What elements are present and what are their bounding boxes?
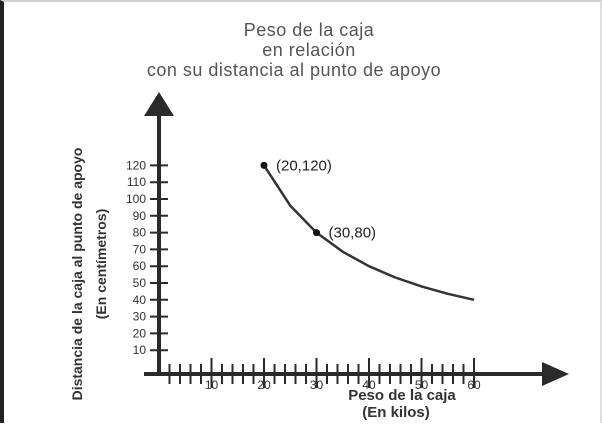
y-axis-arrowhead xyxy=(144,92,174,116)
y-tick-label: 110 xyxy=(127,175,146,189)
data-point-marker xyxy=(260,161,268,169)
data-point-label: (30,80) xyxy=(329,225,377,242)
x-tick-label: 60 xyxy=(467,378,481,392)
y-tick-label: 20 xyxy=(133,326,147,340)
x-ticks: 10 20 30 40 50 60 xyxy=(168,358,481,392)
y-tick-label: 90 xyxy=(133,209,147,223)
y-axis-label-line-2: (En centímetros) xyxy=(93,209,109,319)
y-ticks: 10 20 30 40 50 60 70 80 90 100 110 120 xyxy=(126,158,168,357)
data-point-marker xyxy=(313,229,320,237)
y-tick-label: 50 xyxy=(133,276,147,290)
y-tick-label: 80 xyxy=(133,226,147,240)
x-axis-label-line-2: (En kilos) xyxy=(362,404,430,421)
y-tick-label: 40 xyxy=(133,293,147,307)
y-tick-label: 100 xyxy=(126,192,146,206)
annotations: (20,120) (30,80) xyxy=(260,157,377,242)
y-tick-label: 60 xyxy=(133,259,147,273)
x-tick-label: 30 xyxy=(310,378,324,392)
chart: Peso de la caja en relación con su dista… xyxy=(69,20,569,421)
y-tick-label: 10 xyxy=(133,343,147,357)
chart-title: Peso de la caja en relación con su dista… xyxy=(147,20,441,80)
series-line xyxy=(262,164,475,302)
chart-title-line-3: con su distancia al punto de apoyo xyxy=(147,60,441,80)
y-tick-label: 70 xyxy=(133,242,147,256)
y-axis-label: Distancia de la caja al punto de apoyo (… xyxy=(69,148,109,401)
x-tick-label: 20 xyxy=(257,378,271,392)
x-tick-label: 50 xyxy=(415,378,429,392)
x-axis-label: Peso de la caja (En kilos) xyxy=(348,387,456,421)
x-axis-arrowhead xyxy=(542,362,569,386)
series-layer xyxy=(262,164,475,302)
x-tick-label: 10 xyxy=(205,378,219,392)
y-tick-label: 120 xyxy=(126,158,146,172)
chart-title-line-1: Peso de la caja xyxy=(244,20,375,40)
y-axis-label-line-1: Distancia de la caja al punto de apoyo xyxy=(69,148,85,401)
x-axis-label-line-1: Peso de la caja xyxy=(348,387,456,404)
y-tick-label: 30 xyxy=(133,310,147,324)
chart-title-line-2: en relación xyxy=(262,40,356,60)
data-point-label: (20,120) xyxy=(276,157,332,174)
x-tick-label: 40 xyxy=(362,378,376,392)
